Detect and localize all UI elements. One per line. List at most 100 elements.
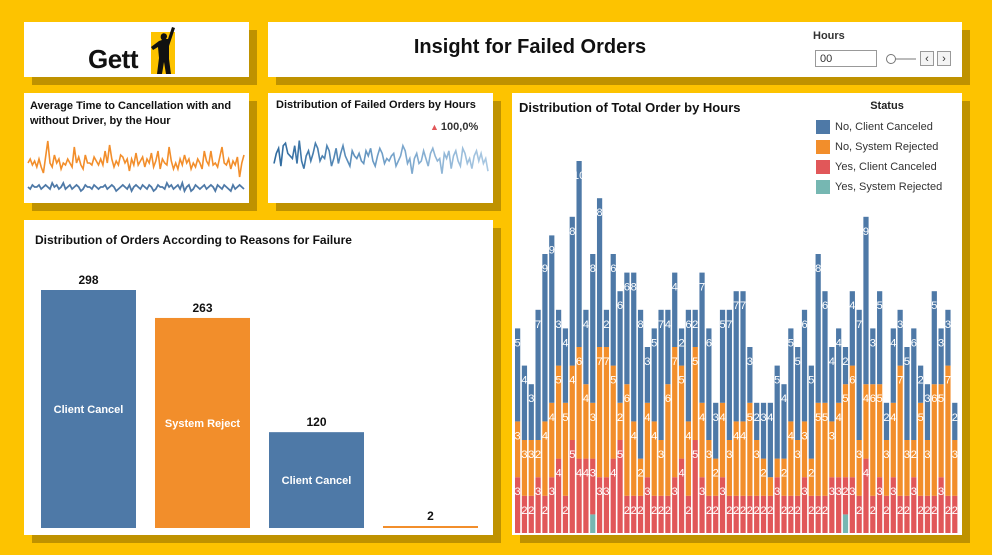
stacked-bar-segment[interactable] xyxy=(877,384,883,478)
stacked-bar-segment[interactable] xyxy=(726,440,732,496)
stacked-bar-segment[interactable] xyxy=(555,309,562,366)
stacked-bar-segment[interactable] xyxy=(515,421,521,478)
stacked-bar-segment[interactable] xyxy=(863,384,869,459)
stacked-bar-segment[interactable] xyxy=(747,402,753,496)
stacked-bar-segment[interactable] xyxy=(924,384,931,440)
stacked-bar-segment[interactable] xyxy=(617,402,623,440)
stacked-bar-segment[interactable] xyxy=(610,254,616,366)
stacked-bar-segment[interactable] xyxy=(815,402,821,496)
stacked-bar-segment[interactable] xyxy=(535,477,541,533)
stacked-bar-segment[interactable] xyxy=(515,328,521,422)
stacked-bar-segment[interactable] xyxy=(931,291,937,385)
stacked-bar-segment[interactable] xyxy=(938,384,944,478)
stacked-bar-segment[interactable] xyxy=(774,365,780,459)
stacked-bar-segment[interactable] xyxy=(815,254,821,403)
stacked-bar-segment[interactable] xyxy=(883,440,890,496)
stacked-bar-segment[interactable] xyxy=(767,477,773,496)
stacked-bar-segment[interactable] xyxy=(911,440,917,478)
stacked-bar-segment[interactable] xyxy=(535,309,541,440)
stacked-bar-segment[interactable] xyxy=(801,477,808,533)
stacked-bar-segment[interactable] xyxy=(822,402,828,496)
reason-bar[interactable] xyxy=(41,290,136,528)
stacked-bar-segment[interactable] xyxy=(569,365,575,440)
stacked-bar-segment[interactable] xyxy=(692,440,698,533)
stacked-bar-segment[interactable] xyxy=(576,161,582,347)
legend-item[interactable]: No, System Rejected xyxy=(816,137,958,157)
stacked-bar-segment[interactable] xyxy=(651,421,657,496)
stacked-bar-segment[interactable] xyxy=(562,328,569,403)
stacked-bar-segment[interactable] xyxy=(924,440,931,496)
stacked-bar-segment[interactable] xyxy=(829,347,835,422)
stacked-bar-segment[interactable] xyxy=(945,495,951,533)
stacked-bar-segment[interactable] xyxy=(549,477,555,533)
stacked-bar-segment[interactable] xyxy=(740,421,746,496)
stacked-bar-segment[interactable] xyxy=(644,477,651,533)
stacked-bar-segment[interactable] xyxy=(719,309,726,403)
stacked-bar-segment[interactable] xyxy=(842,384,849,478)
stacked-bar-segment[interactable] xyxy=(719,477,726,533)
stacked-bar-segment[interactable] xyxy=(726,309,732,440)
stacked-bar-segment[interactable] xyxy=(918,495,924,533)
legend-item[interactable]: No, Client Canceled xyxy=(816,117,958,137)
stacked-bar-segment[interactable] xyxy=(590,458,596,515)
stacked-bar-segment[interactable] xyxy=(672,272,678,347)
stacked-bar-segment[interactable] xyxy=(877,291,883,385)
stacked-bar-segment[interactable] xyxy=(665,384,671,496)
stacked-bar-segment[interactable] xyxy=(863,216,869,385)
stacked-bar-segment[interactable] xyxy=(692,309,698,347)
stacked-bar-segment[interactable] xyxy=(938,477,944,533)
stacked-bar-segment[interactable] xyxy=(801,309,808,422)
stacked-bar-segment[interactable] xyxy=(781,495,787,533)
stacked-bar-segment[interactable] xyxy=(617,291,623,403)
stacked-bar-segment[interactable] xyxy=(685,495,691,533)
stacked-bar-segment[interactable] xyxy=(747,495,753,533)
stacked-bar-segment[interactable] xyxy=(549,402,555,478)
hours-slider-track[interactable] xyxy=(888,58,916,60)
stacked-bar-segment[interactable] xyxy=(555,365,562,459)
stacked-bar-segment[interactable] xyxy=(590,254,596,403)
stacked-bar-segment[interactable] xyxy=(678,365,685,459)
stacked-bar-segment[interactable] xyxy=(569,440,575,533)
stacked-bar-segment[interactable] xyxy=(603,347,610,478)
stacked-bar-segment[interactable] xyxy=(938,328,944,385)
stacked-bar-segment[interactable] xyxy=(754,440,760,496)
stacked-bar-segment[interactable] xyxy=(856,309,862,440)
stacked-bar-segment[interactable] xyxy=(795,347,801,440)
stacked-bar-segment[interactable] xyxy=(699,477,705,533)
stacked-bar-segment[interactable] xyxy=(870,328,876,385)
stacked-bar-segment[interactable] xyxy=(829,477,835,533)
stacked-bar-segment[interactable] xyxy=(631,272,637,422)
stacked-bar-segment[interactable] xyxy=(672,477,678,533)
stacked-bar-segment[interactable] xyxy=(624,272,630,385)
stacked-bar-segment[interactable] xyxy=(918,402,924,496)
stacked-bar-segment[interactable] xyxy=(870,495,876,533)
stacked-bar-segment[interactable] xyxy=(836,402,842,478)
stacked-bar-segment[interactable] xyxy=(699,272,705,403)
stacked-bar-segment[interactable] xyxy=(706,495,712,533)
stacked-bar-segment[interactable] xyxy=(569,216,575,366)
stacked-bar-segment[interactable] xyxy=(808,458,814,496)
stacked-bar-segment[interactable] xyxy=(665,495,671,533)
stacked-bar-segment[interactable] xyxy=(596,477,603,533)
stacked-bar-segment[interactable] xyxy=(706,440,712,496)
stacked-bar-segment[interactable] xyxy=(658,309,664,440)
stacked-bar-segment[interactable] xyxy=(849,365,855,478)
stacked-bar-segment[interactable] xyxy=(617,440,623,533)
stacked-bar-segment[interactable] xyxy=(678,458,685,533)
stacked-bar-segment[interactable] xyxy=(883,495,890,533)
hours-previous-button[interactable]: ‹ xyxy=(920,51,934,66)
stacked-bar-segment[interactable] xyxy=(877,477,883,533)
reason-bar[interactable] xyxy=(269,432,364,528)
stacked-bar-segment[interactable] xyxy=(631,495,637,533)
stacked-bar-segment[interactable] xyxy=(774,477,780,533)
stacked-bar-segment[interactable] xyxy=(788,328,794,422)
stacked-bar-segment[interactable] xyxy=(795,440,801,496)
reason-bar[interactable] xyxy=(155,317,250,528)
legend-item[interactable]: Yes, Client Canceled xyxy=(816,157,958,177)
stacked-bar-segment[interactable] xyxy=(945,365,951,496)
stacked-bar-segment[interactable] xyxy=(658,495,664,533)
stacked-bar-segment[interactable] xyxy=(596,198,603,347)
stacked-bar-segment[interactable] xyxy=(822,291,828,403)
stacked-bar-segment[interactable] xyxy=(699,402,705,478)
stacked-bar-segment[interactable] xyxy=(713,458,719,496)
